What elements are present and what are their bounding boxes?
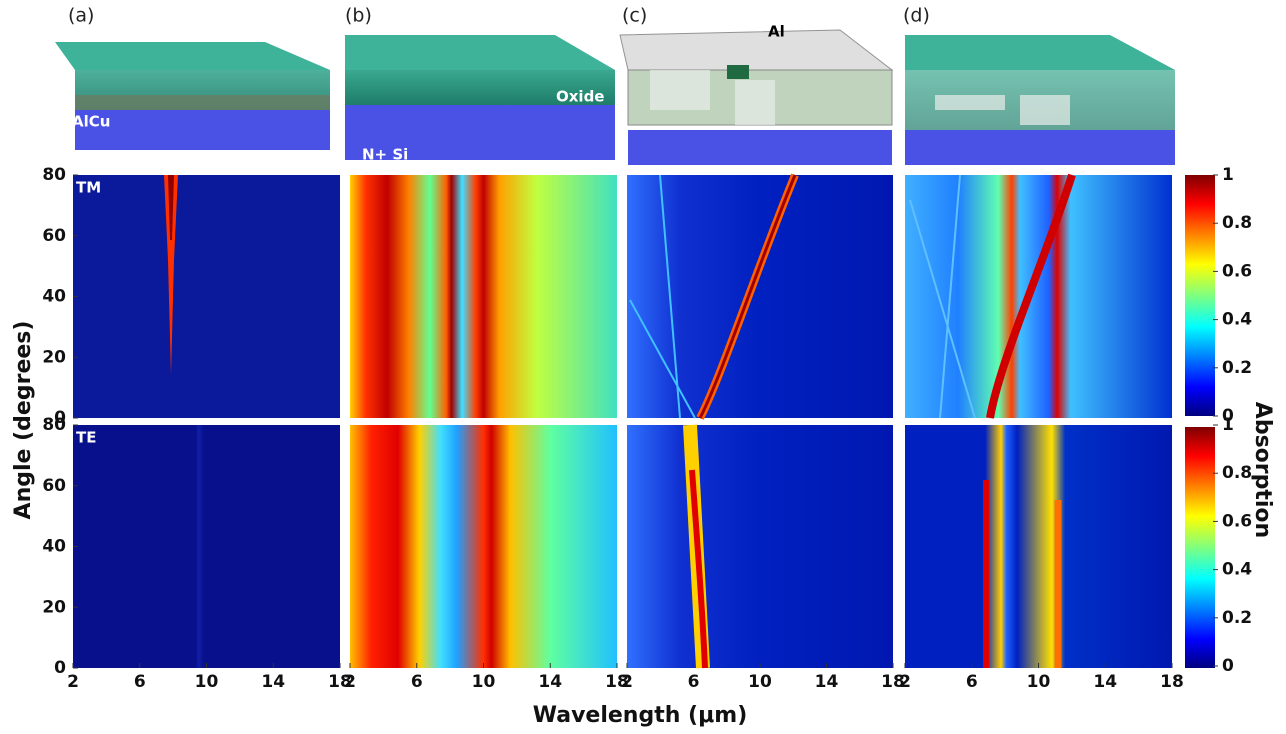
heatmap-streak	[689, 469, 708, 669]
colorbar-tick-label: 0.8	[1222, 463, 1252, 483]
colorbar	[1185, 427, 1215, 668]
x-tick-label: 10	[1027, 672, 1051, 692]
panel-label: (a)	[68, 5, 94, 27]
x-tick-label: 2	[899, 672, 911, 692]
x-tick-label: 18	[1160, 672, 1184, 692]
y-tick-label: 0	[54, 658, 66, 678]
heatmap-streak	[168, 175, 174, 240]
panel-label: (d)	[903, 5, 930, 27]
heatmap-b-tm	[350, 175, 617, 418]
heatmap-streak	[986, 173, 1076, 419]
y-tick-label: 80	[42, 165, 66, 185]
y-tick-label: 0	[54, 408, 66, 428]
colorbar-label: Absorption	[1250, 402, 1275, 538]
y-tick-label: 20	[42, 347, 66, 367]
x-tick-label: 2	[67, 672, 79, 692]
structure-d	[905, 35, 1175, 165]
heatmap-streak	[629, 174, 696, 419]
y-axis-label: Angle (degrees)	[11, 321, 36, 520]
heatmap-b-te	[350, 425, 617, 668]
x-tick-label: 6	[966, 672, 978, 692]
x-tick-label: 10	[195, 672, 219, 692]
y-tick-label: 20	[42, 597, 66, 617]
material-label: Oxide	[556, 88, 604, 106]
colorbar-tick-label: 0.6	[1222, 261, 1252, 281]
x-tick-label: 18	[881, 672, 905, 692]
panel-label: (b)	[345, 5, 372, 27]
y-tick-label: 60	[42, 226, 66, 246]
x-tick-label: 14	[538, 672, 562, 692]
heatmap-streak	[909, 174, 976, 419]
heatmap-streak	[698, 174, 797, 419]
colorbar-tick-label: 0.4	[1222, 560, 1252, 580]
heatmap-streak	[164, 175, 178, 375]
heatmap-a-te	[73, 425, 340, 668]
material-label: N+ Si	[362, 146, 408, 164]
heatmap-a-tm	[73, 175, 340, 418]
y-tick-label: 40	[42, 287, 66, 307]
x-tick-label: 14	[261, 672, 285, 692]
x-tick-label: 14	[1093, 672, 1117, 692]
colorbar-tick-label: 0.2	[1222, 608, 1252, 628]
mode-label: TM	[76, 179, 101, 197]
colorbar	[1185, 175, 1215, 416]
heatmap-c-te	[627, 425, 893, 668]
y-tick-label: 40	[42, 537, 66, 557]
x-tick-label: 18	[605, 672, 629, 692]
x-tick-label: 6	[411, 672, 423, 692]
structure-a	[55, 42, 330, 150]
colorbar-tick-label: 0	[1222, 656, 1234, 676]
heatmaps	[73, 173, 1172, 669]
x-axis-label: Wavelength (μm)	[533, 703, 748, 728]
y-tick-label: 60	[42, 476, 66, 496]
material-label: Al	[768, 23, 785, 41]
x-tick-label: 2	[621, 672, 633, 692]
heatmap-c-tm	[627, 175, 893, 418]
colorbar-tick-label: 0	[1222, 406, 1234, 426]
colorbar-tick-label: 1	[1222, 415, 1234, 435]
colorbar-tick-label: 1	[1222, 165, 1234, 185]
structure-b	[345, 35, 615, 160]
x-tick-label: 6	[688, 672, 700, 692]
x-tick-label: 14	[815, 672, 839, 692]
heatmap-d-te	[905, 425, 1172, 668]
structure-c	[619, 29, 894, 165]
colorbar-tick-label: 0.6	[1222, 511, 1252, 531]
colorbar-tick-label: 0.8	[1222, 213, 1252, 233]
material-label: AlCu	[72, 113, 110, 131]
colorbar-tick-label: 0.2	[1222, 358, 1252, 378]
mode-label: TE	[76, 429, 96, 447]
heatmap-d-tm	[905, 175, 1172, 418]
x-tick-label: 10	[472, 672, 496, 692]
x-tick-label: 18	[328, 672, 352, 692]
x-tick-label: 10	[748, 672, 772, 692]
panel-label: (c)	[622, 5, 647, 27]
y-tick-label: 80	[42, 415, 66, 435]
x-tick-label: 6	[134, 672, 146, 692]
colorbar-tick-label: 0.4	[1222, 310, 1252, 330]
x-tick-label: 2	[344, 672, 356, 692]
